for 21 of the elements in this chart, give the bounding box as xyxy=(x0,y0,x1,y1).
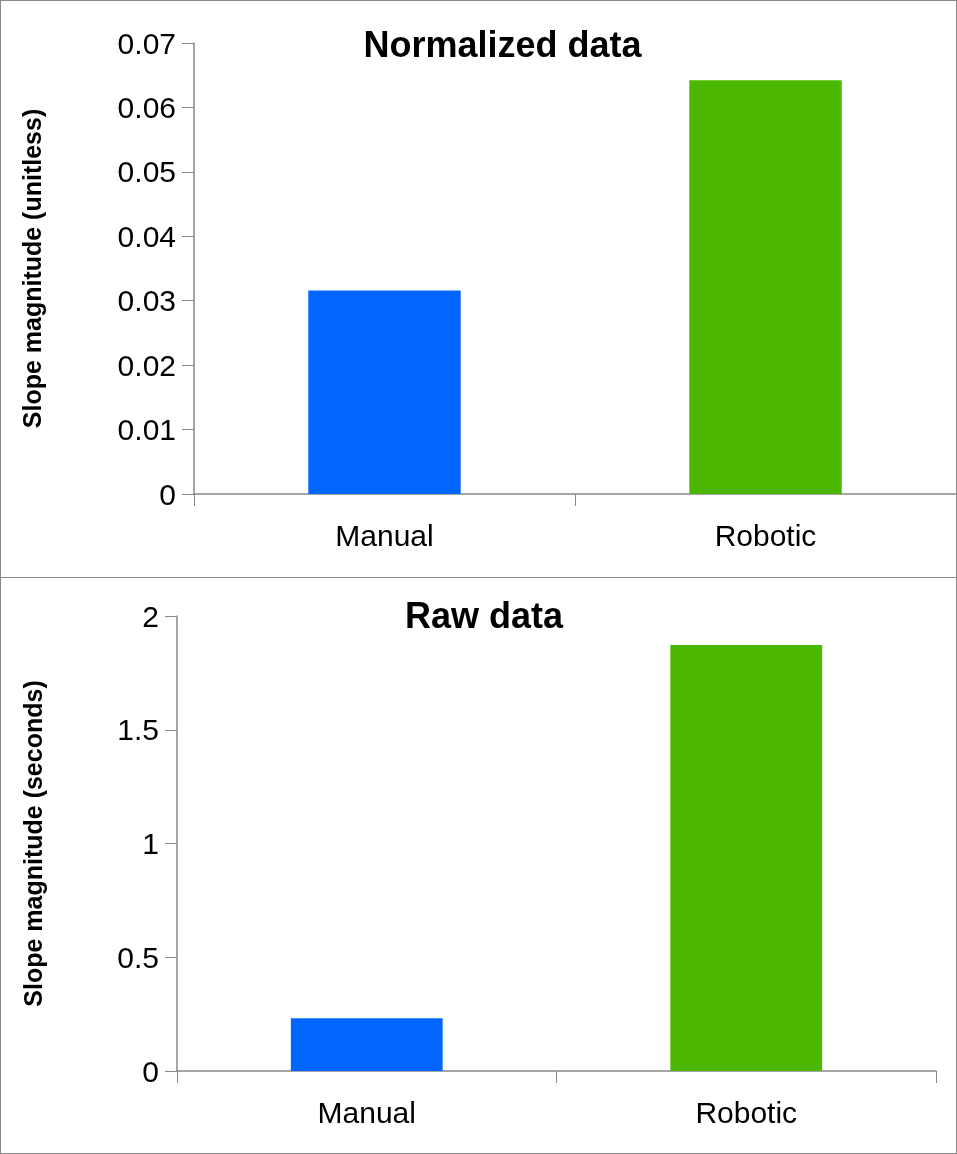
y-tick-label: 0.06 xyxy=(117,90,176,124)
y-tick-label: 0.03 xyxy=(117,284,176,318)
y-tick-label: 0.01 xyxy=(117,413,176,447)
chart-title: Normalized data xyxy=(363,23,643,65)
y-tick-label: 0.05 xyxy=(117,155,176,189)
x-tick-label: Manual xyxy=(335,518,434,552)
x-tick-label: Manual xyxy=(317,1095,416,1129)
y-tick-label: 0.04 xyxy=(117,219,176,253)
y-tick-label: 1.5 xyxy=(117,713,159,747)
y-axis-title: Slope magnitude (seconds) xyxy=(18,680,47,1007)
y-tick-label: 1 xyxy=(142,827,159,860)
y-tick-label: 0.5 xyxy=(117,940,159,974)
x-tick-label: Robotic xyxy=(695,1095,798,1129)
y-axis-title: Slope magnitude (unitless) xyxy=(17,108,46,429)
x-tick-label: Robotic xyxy=(714,518,817,552)
y-tick-label: 0 xyxy=(142,1054,159,1088)
y-tick-label: 2 xyxy=(142,599,159,633)
y-tick-label: 0 xyxy=(159,477,176,511)
chart-title: Raw data xyxy=(404,594,564,636)
y-tick-label: 0.02 xyxy=(117,348,176,382)
y-tick-label: 0.07 xyxy=(117,26,176,60)
